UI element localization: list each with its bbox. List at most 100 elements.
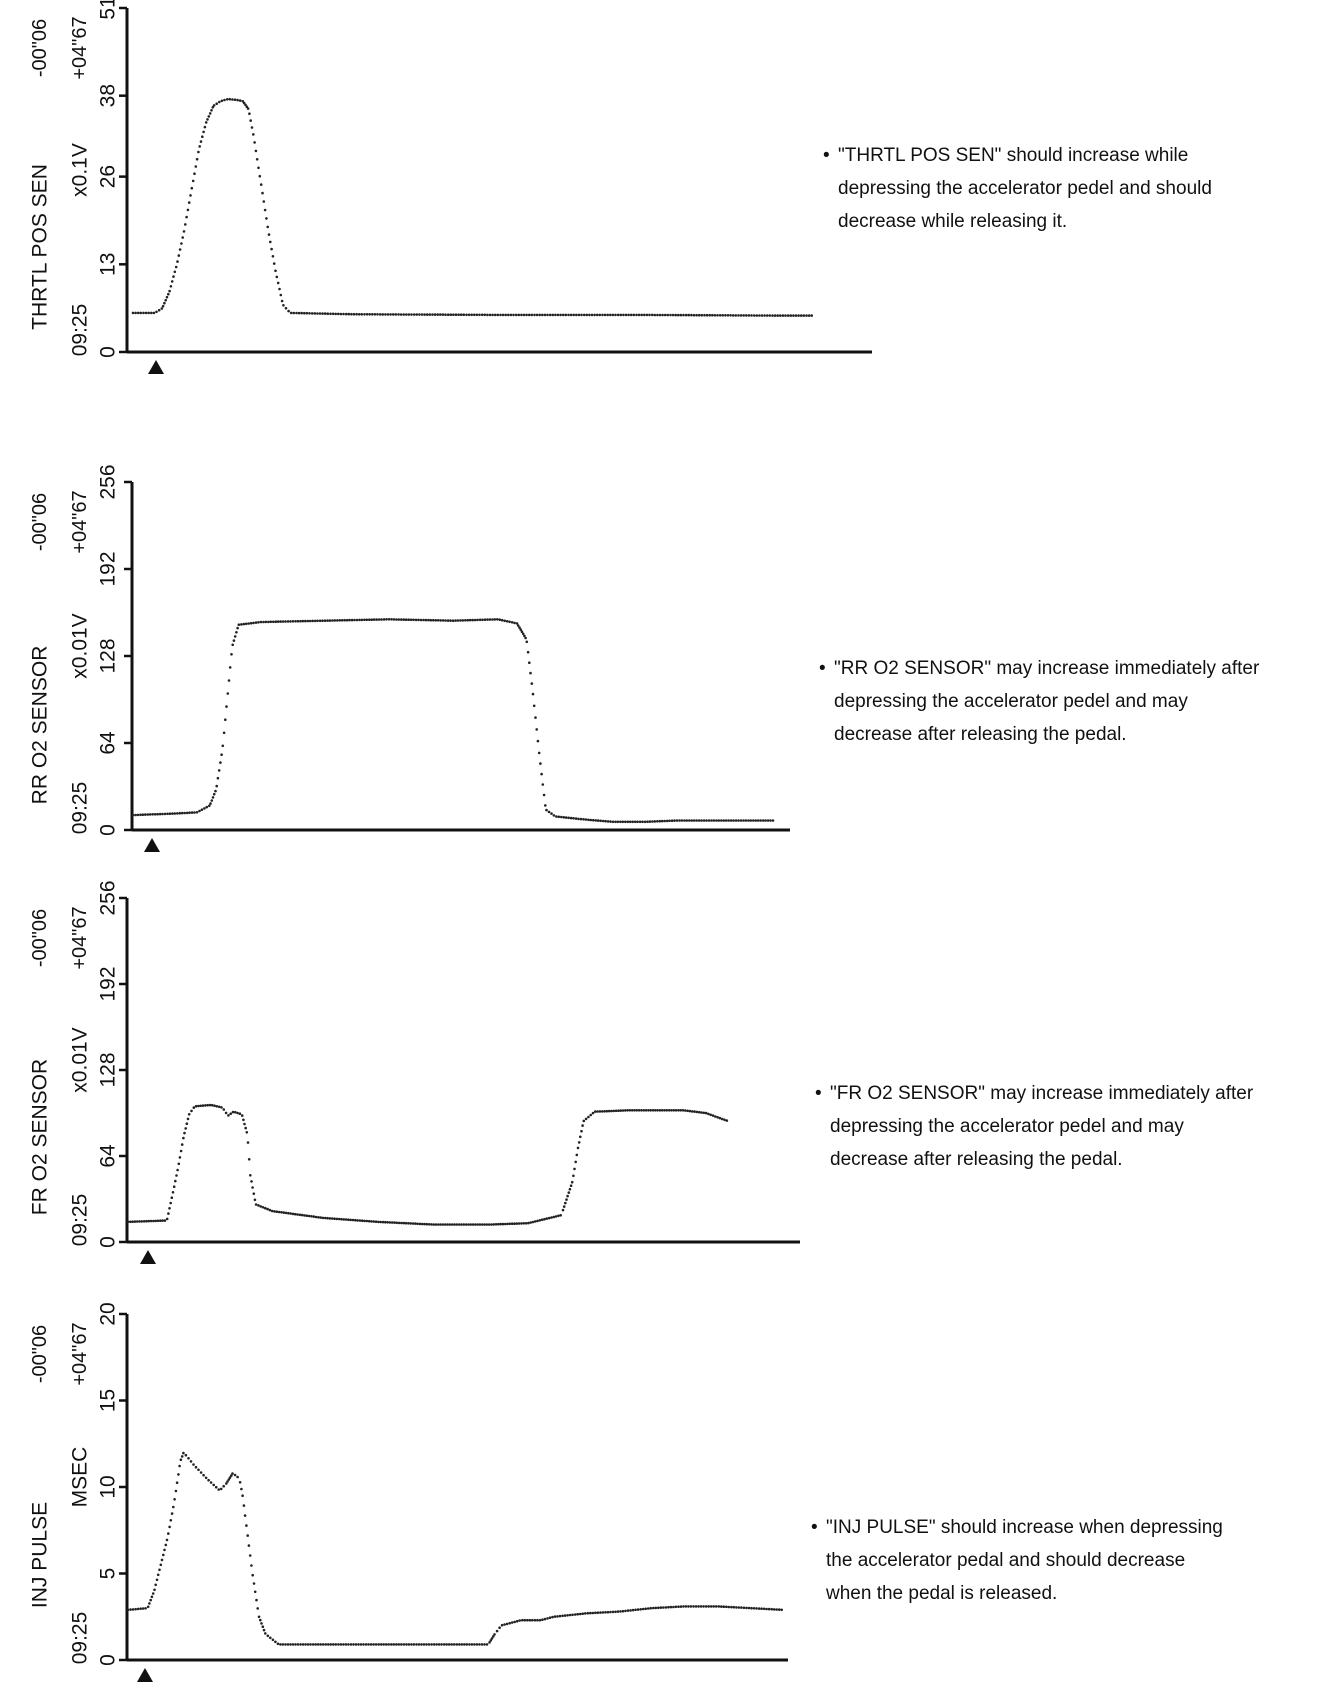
data-point — [452, 313, 455, 317]
data-point — [486, 618, 489, 621]
data-point — [445, 1643, 449, 1646]
data-point — [135, 1220, 139, 1223]
data-point — [236, 626, 239, 630]
data-point — [724, 314, 727, 317]
data-point — [198, 145, 201, 148]
data-point — [505, 620, 509, 623]
data-point — [142, 311, 145, 315]
data-point — [192, 1463, 195, 1466]
data-point — [764, 819, 767, 822]
data-point — [700, 819, 703, 822]
data-point — [185, 811, 189, 815]
data-point — [377, 1220, 380, 1224]
data-point — [161, 1219, 164, 1222]
data-point — [395, 1643, 398, 1646]
data-point — [259, 1205, 263, 1208]
data-point — [575, 1153, 579, 1157]
data-point — [139, 813, 142, 817]
data-point — [294, 1212, 297, 1216]
data-point — [249, 119, 252, 122]
data-point — [187, 201, 191, 204]
data-point — [510, 1621, 514, 1624]
data-point — [189, 1460, 193, 1463]
data-point — [663, 313, 667, 317]
data-point — [282, 1211, 286, 1214]
data-point — [646, 1607, 650, 1610]
data-point — [529, 671, 532, 675]
data-point — [678, 819, 681, 822]
data-point — [674, 313, 677, 317]
data-point — [560, 815, 563, 819]
data-point — [513, 621, 516, 625]
data-point — [538, 1219, 542, 1222]
data-point — [606, 1610, 610, 1614]
data-point — [666, 313, 670, 317]
data-point — [231, 98, 234, 101]
data-point — [309, 1643, 312, 1646]
data-point — [222, 1484, 225, 1488]
data-point — [210, 1103, 214, 1107]
data-point — [697, 1110, 701, 1114]
data-point — [601, 1611, 605, 1614]
data-point — [745, 1606, 748, 1610]
data-point — [430, 1223, 433, 1226]
data-point — [554, 1215, 558, 1218]
data-point — [577, 313, 581, 317]
data-point — [133, 1220, 137, 1223]
data-point — [252, 1582, 256, 1585]
data-point — [142, 1220, 146, 1223]
data-point — [786, 314, 790, 317]
data-point — [521, 632, 525, 636]
data-point — [333, 619, 337, 622]
data-point — [543, 1617, 547, 1621]
data-point — [144, 813, 147, 816]
data-point — [669, 1605, 673, 1609]
data-point — [377, 1643, 381, 1646]
data-point — [206, 1103, 209, 1107]
data-point — [450, 1643, 454, 1646]
data-point — [455, 1223, 459, 1226]
data-point — [493, 1633, 496, 1636]
data-point — [644, 1109, 648, 1112]
data-point — [179, 1458, 183, 1461]
data-point — [306, 619, 310, 623]
data-point — [805, 314, 808, 317]
data-point — [650, 313, 654, 317]
data-point — [504, 1222, 507, 1226]
data-point — [454, 619, 457, 622]
data-point — [194, 1104, 198, 1108]
data-point — [201, 1104, 205, 1107]
data-point — [566, 1194, 569, 1198]
data-point — [770, 1607, 773, 1611]
data-point — [577, 817, 580, 821]
data-point — [354, 1643, 358, 1646]
data-point — [331, 312, 335, 316]
data-point — [455, 1643, 459, 1646]
data-point — [690, 1110, 694, 1113]
y-tick-label: 192 — [97, 966, 120, 1001]
data-point — [151, 813, 154, 816]
data-point — [131, 813, 135, 817]
data-point — [572, 817, 575, 820]
data-point — [168, 812, 172, 815]
data-point — [187, 1113, 191, 1116]
data-point — [194, 1465, 198, 1469]
data-point — [164, 298, 167, 302]
data-point — [442, 1643, 446, 1646]
data-point — [323, 619, 327, 622]
data-point — [351, 1218, 355, 1222]
data-point — [390, 1221, 394, 1224]
data-point — [347, 1218, 350, 1221]
data-point — [245, 105, 249, 108]
data-point — [596, 1110, 599, 1113]
data-point — [573, 1613, 577, 1616]
data-point — [177, 1162, 181, 1166]
data-point — [149, 1598, 152, 1602]
annotation-note: • "RR O2 SENSOR" may increase immediately… — [819, 652, 1259, 751]
data-point — [557, 815, 561, 819]
data-point — [449, 619, 452, 622]
data-point — [296, 1213, 299, 1216]
data-point — [440, 1643, 443, 1646]
note-line: "FR O2 SENSOR" may increase immediately … — [830, 1083, 1254, 1104]
data-point — [178, 1156, 182, 1159]
